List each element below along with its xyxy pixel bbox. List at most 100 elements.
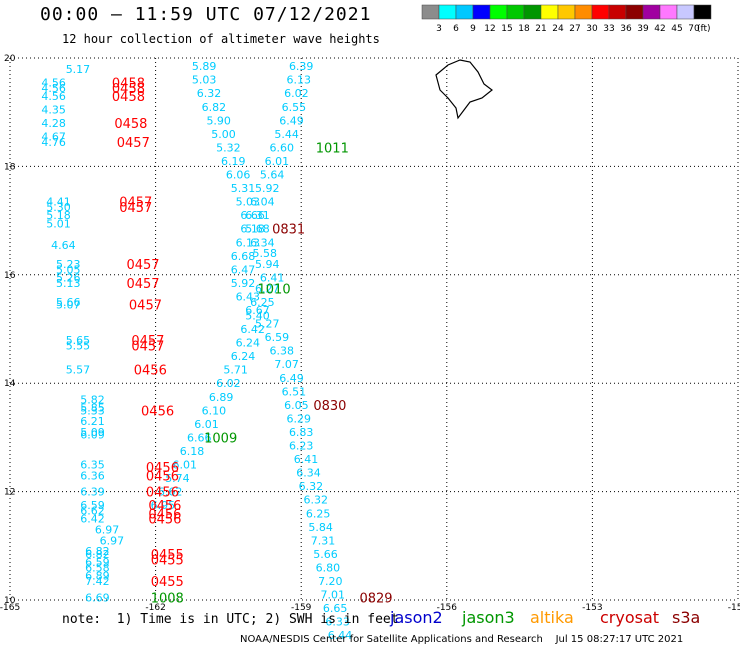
wave-height-point: 5.66 <box>56 296 81 309</box>
wave-height-point: 5.65 <box>66 334 91 347</box>
wave-height-point: 6.47 <box>231 263 256 276</box>
wave-height-point: 6.32 <box>197 87 222 100</box>
pass-time-label: 0458 <box>112 82 145 97</box>
wave-height-points: 5.174.564.564.564.354.284.674.764.415.30… <box>41 60 352 642</box>
wave-height-point: 5.92 <box>255 182 280 195</box>
colorbar-swatch <box>608 4 627 20</box>
wave-height-point: 5.18 <box>46 209 71 222</box>
wave-height-point: 6.89 <box>85 570 110 583</box>
wave-height-point: 6.10 <box>202 404 227 417</box>
wave-height-point: 5.74 <box>165 472 190 485</box>
wave-height-point: 6.32 <box>299 480 324 493</box>
wave-height-point: 6.01 <box>172 459 197 472</box>
wave-height-point: 7.20 <box>318 575 343 588</box>
colorbar-swatch <box>642 4 661 20</box>
colorbar-swatch <box>693 4 712 20</box>
colorbar-unit: (ft) <box>697 24 711 34</box>
wave-height-point: 6.36 <box>80 469 105 482</box>
wave-height-point: 6.32 <box>304 494 329 507</box>
x-tick-label: -153 <box>582 603 602 613</box>
pass-labels: 0458045804580458045704570457045704570457… <box>112 76 393 606</box>
colorbar-swatch <box>472 4 491 20</box>
axis-tick-labels: -165 -162 -159 -156 -153 -150 20 18 16 14 12 10 <box>0 54 740 613</box>
wave-height-point: 6.09 <box>80 429 105 442</box>
wave-height-point: 6.44 <box>328 629 353 642</box>
wave-height-point: 5.66 <box>313 548 338 561</box>
wave-height-point: 6.18 <box>180 445 205 458</box>
pass-time-label: 0455 <box>151 548 184 563</box>
x-tick-label: -159 <box>291 603 312 613</box>
wave-height-point: 6.89 <box>209 391 234 404</box>
y-tick-label: 12 <box>4 488 15 498</box>
pass-time-label: 0829 <box>359 591 392 606</box>
colorbar-tick-label: 21 <box>535 24 546 34</box>
wave-height-point: 5.89 <box>192 60 217 73</box>
wave-height-point: 7.01 <box>320 589 345 602</box>
wave-height-point: 6.41 <box>294 453 319 466</box>
x-tick-label: -165 <box>0 603 20 613</box>
wave-height-point: 5.85 <box>80 402 105 415</box>
wave-height-point: 6.69 <box>85 591 110 604</box>
legend-item-altika: altika <box>530 608 574 627</box>
wave-height-point: 6.05 <box>284 399 309 412</box>
wave-height-point: 6.67 <box>245 304 270 317</box>
wave-height-point: 4.76 <box>41 136 66 149</box>
wave-height-point: 5.32 <box>216 141 241 154</box>
colorbar-tick-label: 15 <box>501 24 512 34</box>
colorbar-swatch <box>438 4 457 20</box>
wave-height-point: 6.39 <box>289 60 314 73</box>
legend-item-cryosat: cryosat <box>600 608 660 627</box>
pass-time-label: 0456 <box>146 461 179 476</box>
colorbar-tick-label: 12 <box>484 24 495 34</box>
wave-height-point: 6.19 <box>221 155 246 168</box>
pass-time-label: 0457 <box>126 258 159 273</box>
wave-height-point: 5.17 <box>66 63 91 76</box>
wave-height-point: 6.06 <box>226 169 251 182</box>
grid-lines <box>9 57 739 601</box>
wave-height-point: 6.13 <box>236 236 261 249</box>
x-tick-label: -162 <box>145 603 165 613</box>
pass-time-label: 0830 <box>313 399 346 414</box>
pass-time-label: 0456 <box>146 469 179 484</box>
wave-height-point: 5.30 <box>46 201 71 214</box>
pass-time-label: 0457 <box>126 277 159 292</box>
wave-height-point: 6.59 <box>80 499 105 512</box>
wave-height-point: 6.38 <box>270 345 295 358</box>
wave-height-point: 6.51 <box>282 385 307 398</box>
wave-height-point: 5.13 <box>56 277 81 290</box>
colorbar-tick-label: 24 <box>552 24 564 34</box>
wave-height-point: 6.82 <box>85 545 110 558</box>
x-tick-label: -150 <box>728 603 740 613</box>
pass-time-label: 1011 <box>316 141 349 156</box>
wave-height-point: 6.62 <box>158 486 183 499</box>
wave-height-point: 6.49 <box>279 372 304 385</box>
wave-height-point: 6.68 <box>231 250 256 263</box>
pass-time-label: 0456 <box>148 513 181 528</box>
colorbar-swatch <box>625 4 644 20</box>
wave-height-point: 6.25 <box>306 507 331 520</box>
colorbar-tick-label: 70 <box>688 24 700 34</box>
pass-time-label: 0458 <box>112 90 145 105</box>
y-tick-label: 14 <box>4 379 16 389</box>
wave-height-point: 5.55 <box>66 339 91 352</box>
wave-height-point: 5.64 <box>260 169 285 182</box>
colorbar-tick-label: 42 <box>654 24 665 34</box>
y-tick-label: 10 <box>4 596 16 606</box>
pass-time-label: 0458 <box>112 76 145 91</box>
pass-time-label: 0457 <box>129 299 162 314</box>
wave-height-point: 5.90 <box>206 114 231 127</box>
wave-height-point: 6.62 <box>80 505 105 518</box>
wave-height-point: 7.31 <box>311 534 336 547</box>
wave-height-point: 6.34 <box>250 236 275 249</box>
wave-height-point: 5.05 <box>56 263 81 276</box>
wave-height-point: 6.42 <box>240 323 265 336</box>
pass-time-label: 1009 <box>204 431 237 446</box>
wave-height-point: 5.09 <box>80 426 105 439</box>
pass-time-label: 0456 <box>148 499 181 514</box>
wave-height-point: 6.01 <box>194 418 219 431</box>
wave-height-point: 5.03 <box>192 74 217 87</box>
footer-note: note: 1) Time is in UTC; 2) SWH is in fe… <box>62 612 399 627</box>
wave-height-point: 6.49 <box>279 114 304 127</box>
pass-time-label: 1010 <box>258 282 291 297</box>
